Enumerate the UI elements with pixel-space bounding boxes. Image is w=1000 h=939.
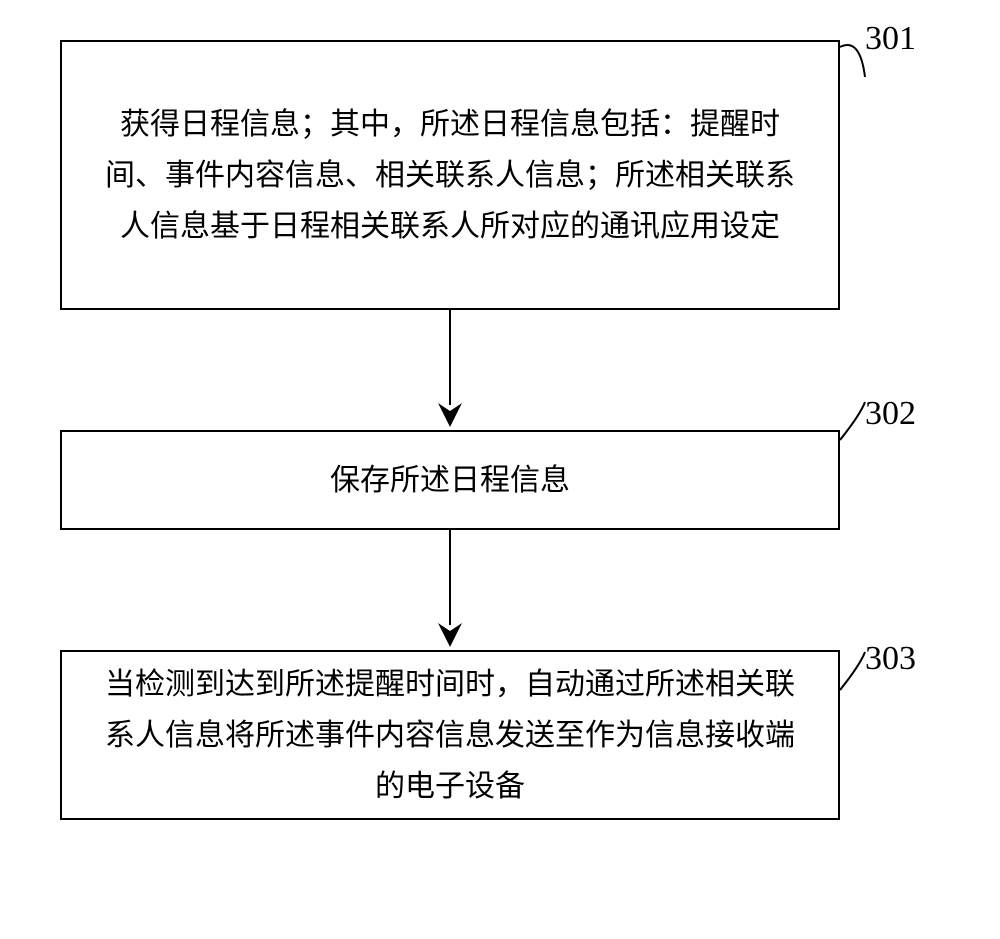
arrow-1-to-2 (60, 310, 840, 430)
step-1-text: 获得日程信息；其中，所述日程信息包括：提醒时间、事件内容信息、相关联系人信息；所… (92, 99, 808, 252)
flowchart-step-2: 保存所述日程信息 (60, 430, 840, 530)
arrow-2-to-3 (60, 530, 840, 650)
flowchart-step-3: 当检测到达到所述提醒时间时，自动通过所述相关联系人信息将所述事件内容信息发送至作… (60, 650, 840, 820)
step-3-text: 当检测到达到所述提醒时间时，自动通过所述相关联系人信息将所述事件内容信息发送至作… (92, 659, 808, 812)
step-2-text: 保存所述日程信息 (330, 455, 570, 506)
connector-302 (840, 400, 900, 455)
arrow-line (449, 310, 451, 405)
arrow-line (449, 530, 451, 625)
flowchart-container: 获得日程信息；其中，所述日程信息包括：提醒时间、事件内容信息、相关联系人信息；所… (60, 40, 940, 820)
flowchart-step-1: 获得日程信息；其中，所述日程信息包括：提醒时间、事件内容信息、相关联系人信息；所… (60, 40, 840, 310)
connector-301 (840, 32, 900, 87)
connector-303 (840, 650, 900, 705)
